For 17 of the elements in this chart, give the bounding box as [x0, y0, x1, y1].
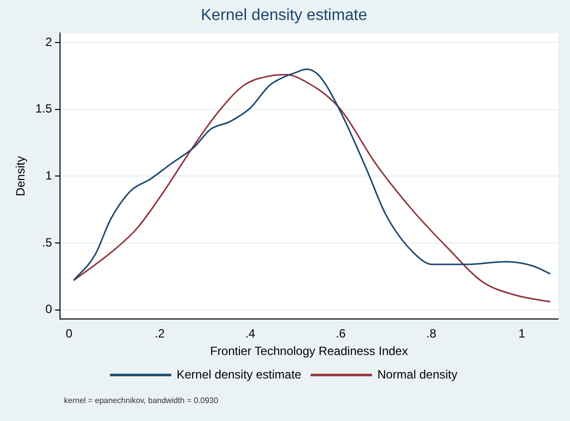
- chart-title: Kernel density estimate: [200, 7, 368, 24]
- y-axis-title: Density: [14, 156, 28, 196]
- y-tick-label: .5: [42, 235, 52, 250]
- y-tick-label: 0: [45, 302, 52, 316]
- legend-label: Kernel density estimate: [176, 367, 302, 382]
- x-tick-label: 1: [518, 326, 526, 341]
- x-axis-title: Frontier Technology Readiness Index: [210, 344, 408, 358]
- y-tick-label: 1: [45, 168, 52, 183]
- y-tick-label: 2: [45, 34, 52, 49]
- x-tick-label: .2: [154, 326, 165, 341]
- x-tick-label: .4: [245, 326, 256, 341]
- text: kernel = epanechnikov, bandwidth = 0.0930: [64, 396, 218, 405]
- x-tick-label: .6: [336, 326, 346, 341]
- legend-label: Normal density: [377, 367, 458, 382]
- x-tick-label: 0: [66, 326, 73, 341]
- x-tick-label: .8: [426, 326, 437, 341]
- y-tick-label: 1.5: [35, 102, 52, 116]
